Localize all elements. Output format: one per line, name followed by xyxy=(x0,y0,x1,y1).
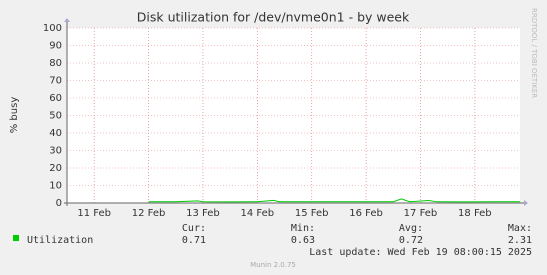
data-line xyxy=(148,198,521,203)
chart-title: Disk utilization for /dev/nvme0n1 - by w… xyxy=(137,10,410,25)
watermark: RRDTOOL / TOBI OETIKER xyxy=(530,8,538,98)
x-tick-label: 13 Feb xyxy=(186,208,220,219)
axis-arrow xyxy=(64,18,70,22)
last-update: Last update: Wed Feb 19 08:00:15 2025 xyxy=(309,247,532,258)
legend-swatch xyxy=(13,235,19,241)
footer: Munin 2.0.75 xyxy=(250,261,296,269)
y-tick-label: 30 xyxy=(49,146,62,157)
stat-label: Min: xyxy=(291,223,315,234)
y-tick-label: 10 xyxy=(49,181,62,192)
stat-value: 2.31 xyxy=(508,235,532,246)
x-tick-label: 11 Feb xyxy=(77,208,111,219)
stat-label: Max: xyxy=(508,223,532,234)
y-tick-label: 50 xyxy=(49,111,62,122)
axis-arrow xyxy=(524,200,528,206)
y-tick-label: 100 xyxy=(43,23,62,34)
y-axis-label: % busy xyxy=(9,97,20,134)
y-tick-label: 80 xyxy=(49,58,62,69)
x-tick-label: 14 Feb xyxy=(241,208,275,219)
y-tick-label: 20 xyxy=(49,163,62,174)
x-tick-label: 17 Feb xyxy=(404,208,438,219)
stat-label: Avg: xyxy=(399,223,423,234)
y-tick-label: 0 xyxy=(56,198,62,209)
y-tick-label: 40 xyxy=(49,128,62,139)
stat-value: 0.72 xyxy=(399,235,423,246)
x-tick-label: 18 Feb xyxy=(458,208,492,219)
x-tick-label: 15 Feb xyxy=(295,208,329,219)
x-tick-label: 16 Feb xyxy=(349,208,383,219)
x-tick-label: 12 Feb xyxy=(132,208,166,219)
stat-label: Cur: xyxy=(182,223,206,234)
y-tick-label: 90 xyxy=(49,41,62,52)
plot-area xyxy=(67,28,520,203)
y-tick-label: 60 xyxy=(49,93,62,104)
stat-value: 0.71 xyxy=(182,235,206,246)
y-tick-label: 70 xyxy=(49,76,62,87)
stat-value: 0.63 xyxy=(291,235,315,246)
legend-label: Utilization xyxy=(27,235,93,246)
